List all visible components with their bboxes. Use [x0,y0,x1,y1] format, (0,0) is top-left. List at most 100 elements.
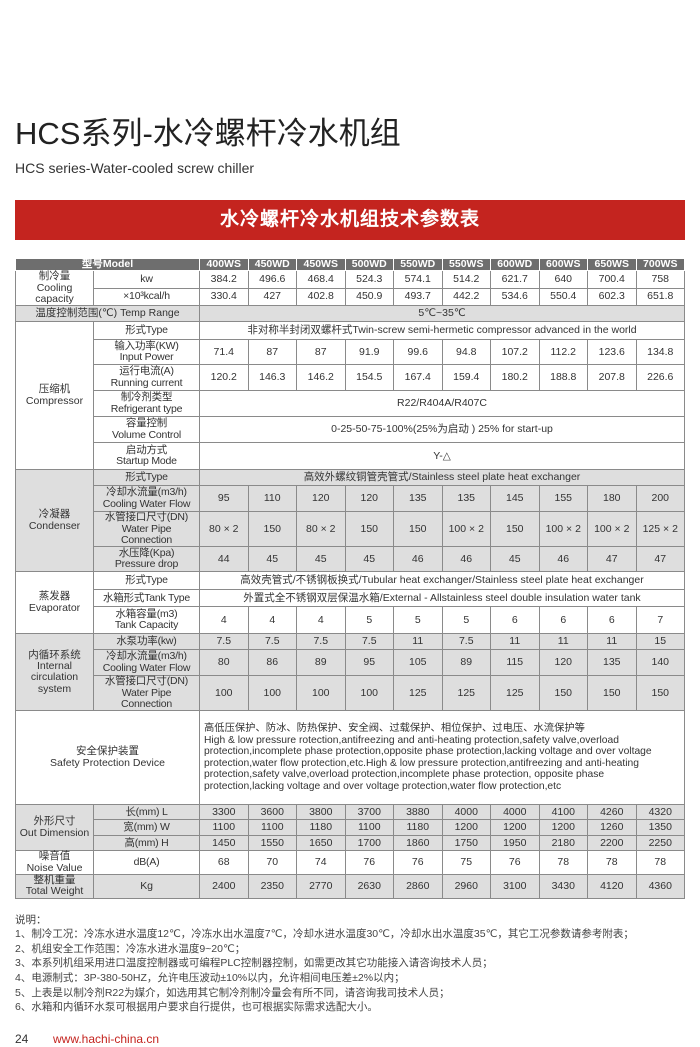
table-row: 制冷量 Cooling capacity kw 384.2 496.6 468.4 524… [15,270,685,307]
model-column-header: 650WS [587,257,637,272]
parameter-label: 高(mm) H [93,835,200,852]
model-column-header: 400WS [199,257,249,272]
page-title: HCS系列-水冷螺杆冷水机组 [15,116,401,151]
value-cell: 621.7 [490,270,540,289]
value-cell: 2200 [587,835,637,852]
table-row: 整机重量 Total Weight Kg 2400 2350 2770 2630 2860 2… [15,873,685,899]
value-cell: 47 [587,546,637,573]
value-cell: 496.6 [247,270,297,289]
value-cell: 89 [296,649,346,677]
parameter-label: dB(A) [93,850,200,875]
group-label: 噪音值 Noise Value [15,850,94,875]
value-cell: 95 [199,485,249,513]
table-row: 型号Model 400WS 450WD 450WS 500WD 550WD 550WS 600… [15,257,685,272]
note-item: 2、机组安全工作范围：冷冻水进水温度9~20℃； [15,942,246,955]
table-row: ×10³kcal/h 330.4 427 402.8 450.9 493.7 442.2 53… [16,287,685,307]
table-row: 运行电流(A) Running current 120.2 146.3 146.2 15… [16,364,685,392]
value-cell: 4000 [441,804,491,821]
value-cell: 4 [199,606,249,635]
table-row: 启动方式 Startup Mode Y-△ [16,442,685,471]
table-row: 内循环系统 Internal circulation system 水泵功率(kw… [15,633,685,712]
value-cell: 534.6 [490,287,540,307]
value-cell: 3700 [344,804,394,821]
parameter-label: 制冷剂类型 Refrigerant type [93,390,200,418]
value-cell: 110 [247,485,297,513]
value-cell: 135 [393,485,443,513]
value-cell: 402.8 [296,287,346,307]
value-cell: 125 [393,675,443,712]
table-row: 冷凝器 Condenser 形式Type 高效外螺纹铜管壳管式/Stainless … [15,469,685,573]
value-cell: 2630 [344,873,394,899]
value-cell: 3430 [538,873,588,899]
value-cell: 574.1 [393,270,443,289]
value-cell: 1750 [441,835,491,852]
value-cell: 7.5 [344,633,394,651]
value-cell: 46 [441,546,491,573]
table-row: 温度控制范围(℃) Temp Range 5℃~35℃ [15,305,685,323]
notes-heading: 说明： [15,913,47,926]
value-cell: 80 [199,649,249,677]
value-cell: 145 [490,485,540,513]
value-cell: 45 [344,546,394,573]
value-cell: 87 [296,339,346,366]
value-cell: 120.2 [199,364,249,392]
page-subtitle: HCS series-Water-cooled screw chiller [15,160,255,176]
table-row: 宽(mm) W 1100 1100 1180 1100 1180 1200 1200 1200 1… [16,819,685,837]
table-banner: 水冷螺杆冷水机组技术参数表 [15,200,685,240]
value-cell: 7.5 [199,633,249,651]
parameter-label: Kg [93,873,200,899]
content-flow: 型号Model 400WS 450WD 450WS 500WD 550WD 550WS 600… [15,257,685,1047]
value-cell: 125 [490,675,540,712]
value-cell: 188.8 [538,364,588,392]
value-cell: 150 [393,511,443,548]
group-label: 内循环系统 Internal circulation system [15,633,94,712]
value-cell: 7.5 [247,633,297,651]
note-item: 3、本系列机组采用进口温度控制器或可编程PLC控制器控制，如需更改其它功能接入请… [15,957,493,970]
website-link[interactable]: www.hachi-china.cn [53,1031,160,1046]
value-cell: 150 [635,675,685,712]
value-cell: 7.5 [441,633,491,651]
value-cell: 442.2 [441,287,491,307]
value-cell: 95 [344,649,394,677]
value-cell: 99.6 [393,339,443,366]
value-cell: 112.2 [538,339,588,366]
model-column-header: 450WD [247,257,297,272]
value-cell: 11 [393,633,443,651]
value-cell: 120 [344,485,394,513]
value-cell: 3600 [247,804,297,821]
model-column-header: 600WS [538,257,588,272]
value-cell: 640 [538,270,588,289]
value-cell: 146.2 [296,364,346,392]
value-cell: 167.4 [393,364,443,392]
value-cell: 1650 [296,835,346,852]
value-cell: 450.9 [344,287,394,307]
value-cell: 1100 [199,819,249,837]
value-cell: 89 [441,649,491,677]
table-row: 输入功率(KW) Input Power 71.4 87 87 91.9 99.6 94.8… [16,339,685,366]
value-cell: 71.4 [199,339,249,366]
value-cell: 107.2 [490,339,540,366]
value-cell: 6 [587,606,637,635]
value-cell: 120 [538,649,588,677]
value-cell: 3800 [296,804,346,821]
value-cell: 78 [587,850,637,875]
value-cell: 4120 [587,873,637,899]
parameter-label: kw [93,270,200,289]
value-cell: 78 [538,850,588,875]
value-cell: 758 [635,270,685,289]
value-cell: 1100 [344,819,394,837]
value-cell: 87 [247,339,297,366]
table-row: 安全保护装置 Safety Protection Device 高低压保护、防冰、… [15,710,685,806]
note-item: 4、电源制式：3P-380-50HZ，允许电压波动±10%以内，允许相间电压差±… [15,971,405,984]
table-row: 水管接口尺寸(DN) Water Pipe Connection 100 100 10… [16,675,685,712]
value-cell: 524.3 [344,270,394,289]
value-cell: 70 [247,850,297,875]
value-cell: 5 [344,606,394,635]
value-cell: 150 [490,511,540,548]
value-cell: 46 [393,546,443,573]
value-cell: 1200 [490,819,540,837]
table-row: 水压降(Kpa) Pressure drop 44 45 45 45 46 46 45 46 47… [16,546,685,573]
value-cell: 74 [296,850,346,875]
value-cell: 1860 [393,835,443,852]
value-cell: 427 [247,287,297,307]
